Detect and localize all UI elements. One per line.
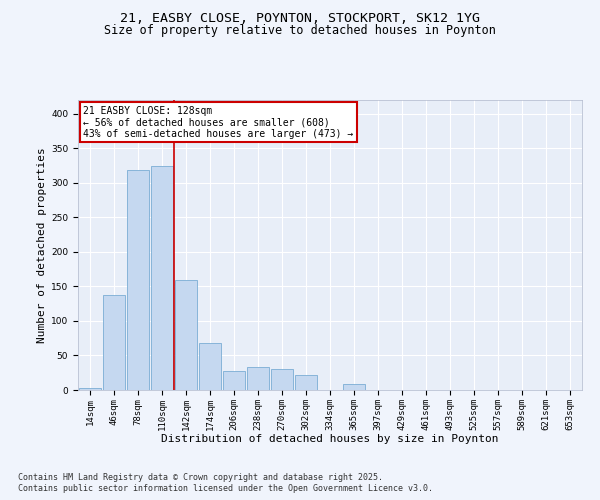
Bar — [247, 367, 269, 390]
Bar — [103, 294, 125, 390]
Text: Contains public sector information licensed under the Open Government Licence v3: Contains public sector information licen… — [18, 484, 433, 493]
Bar — [127, 170, 149, 390]
Text: 21, EASBY CLOSE, POYNTON, STOCKPORT, SK12 1YG: 21, EASBY CLOSE, POYNTON, STOCKPORT, SK1… — [120, 12, 480, 26]
X-axis label: Distribution of detached houses by size in Poynton: Distribution of detached houses by size … — [161, 434, 499, 444]
Bar — [271, 370, 293, 390]
Text: Size of property relative to detached houses in Poynton: Size of property relative to detached ho… — [104, 24, 496, 37]
Text: Contains HM Land Registry data © Crown copyright and database right 2025.: Contains HM Land Registry data © Crown c… — [18, 472, 383, 482]
Bar — [79, 388, 101, 390]
Bar — [295, 375, 317, 390]
Bar — [223, 370, 245, 390]
Bar — [199, 343, 221, 390]
Y-axis label: Number of detached properties: Number of detached properties — [37, 147, 47, 343]
Bar — [175, 280, 197, 390]
Bar — [151, 166, 173, 390]
Text: 21 EASBY CLOSE: 128sqm
← 56% of detached houses are smaller (608)
43% of semi-de: 21 EASBY CLOSE: 128sqm ← 56% of detached… — [83, 106, 353, 139]
Bar — [343, 384, 365, 390]
